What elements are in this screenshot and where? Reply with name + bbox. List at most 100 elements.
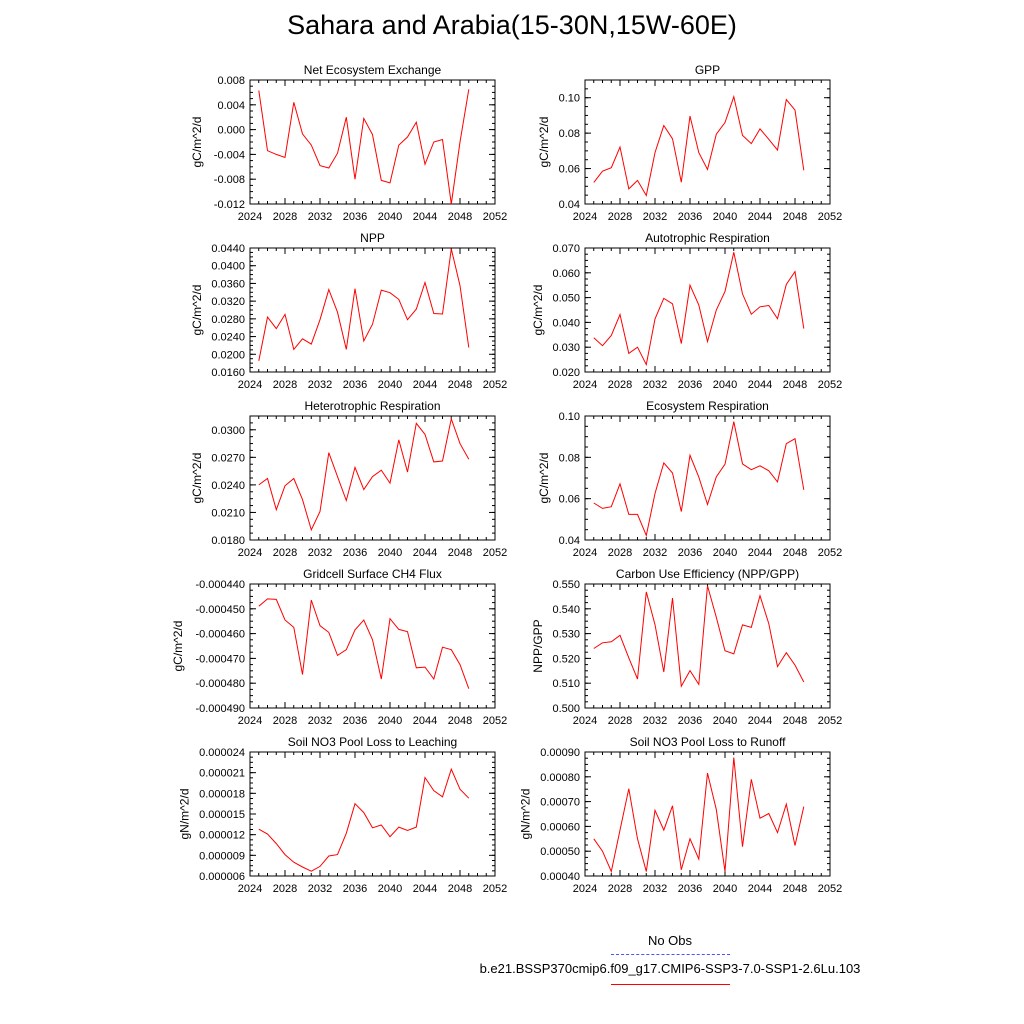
legend-run-label: b.e21.BSSP370cmip6.f09_g17.CMIP6-SSP3-7.… (479, 961, 861, 976)
x-tick-label: 2028 (608, 883, 632, 895)
panel-title: Carbon Use Efficiency (NPP/GPP) (616, 567, 799, 581)
y-tick-label: 0.0200 (211, 349, 245, 361)
y-tick-label: 0.000 (217, 125, 245, 137)
x-tick-label: 2024 (573, 211, 597, 223)
plot-frame (584, 247, 831, 373)
series-line (258, 89, 470, 205)
x-tick-label: 2048 (448, 379, 472, 391)
x-tick-label: 2044 (413, 715, 437, 727)
y-tick-label: -0.004 (214, 149, 245, 161)
y-tick-label: 0.0180 (211, 535, 245, 547)
y-tick-label: 0.0400 (211, 261, 245, 273)
x-tick-label: 2052 (818, 883, 842, 895)
y-tick-label: -0.008 (214, 174, 245, 186)
series-line (593, 94, 805, 197)
y-tick-label: 0.0440 (211, 243, 245, 255)
x-tick-label: 2044 (748, 715, 772, 727)
x-tick-label: 2052 (483, 715, 507, 727)
x-tick-label: 2032 (643, 547, 667, 559)
panel-title: NPP (360, 231, 385, 245)
x-tick-label: 2040 (378, 547, 402, 559)
y-tick-label: 0.530 (552, 629, 580, 641)
x-tick-label: 2024 (573, 715, 597, 727)
x-tick-label: 2032 (308, 379, 332, 391)
panel-2: GPP 2024 2028 2032 2036 2040 2044 2048 2052 0.04 0… (537, 63, 842, 223)
y-tick-label: -0.000450 (195, 604, 245, 616)
panel-9: Soil NO3 Pool Loss to Leaching 2024 2028 20… (177, 735, 507, 895)
y-tick-label: 0.060 (552, 268, 580, 280)
y-axis-label: gN/m^2/d (519, 789, 533, 840)
x-tick-label: 2048 (448, 211, 472, 223)
x-tick-label: 2040 (713, 547, 737, 559)
y-axis-label: gC/m^2/d (190, 117, 204, 168)
x-tick-label: 2044 (413, 547, 437, 559)
y-tick-label: 0.000009 (199, 850, 245, 862)
y-tick-label: 0.030 (552, 342, 580, 354)
x-tick-label: 2048 (783, 547, 807, 559)
x-tick-label: 2028 (608, 379, 632, 391)
x-tick-label: 2048 (783, 883, 807, 895)
x-tick-label: 2052 (818, 379, 842, 391)
y-tick-label: -0.012 (214, 199, 245, 211)
x-tick-label: 2048 (783, 211, 807, 223)
y-tick-label: 0.0320 (211, 296, 245, 308)
plot-frame (249, 79, 496, 205)
series-line (593, 421, 805, 538)
x-tick-label: 2040 (713, 379, 737, 391)
y-tick-label: 0.00080 (540, 772, 580, 784)
panel-title: Gridcell Surface CH4 Flux (303, 567, 442, 581)
x-tick-label: 2024 (573, 379, 597, 391)
legend-obs-swatch (611, 954, 730, 955)
x-tick-label: 2044 (413, 211, 437, 223)
y-tick-label: 0.04 (559, 535, 580, 547)
x-tick-label: 2024 (238, 715, 262, 727)
x-tick-label: 2032 (308, 715, 332, 727)
plot-frame (249, 751, 496, 877)
y-tick-label: 0.0240 (211, 332, 245, 344)
x-tick-label: 2048 (448, 547, 472, 559)
x-tick-label: 2052 (818, 211, 842, 223)
x-tick-label: 2028 (608, 211, 632, 223)
y-tick-label: 0.0300 (211, 425, 245, 437)
legend-obs-label: No Obs (647, 933, 693, 948)
x-tick-label: 2032 (643, 715, 667, 727)
panel-5: Heterotrophic Respiration 2024 2028 2032 203… (190, 399, 507, 559)
y-tick-label: -0.000460 (195, 629, 245, 641)
x-tick-label: 2052 (483, 883, 507, 895)
x-tick-label: 2028 (608, 715, 632, 727)
x-tick-label: 2036 (678, 211, 702, 223)
y-tick-label: 0.00090 (540, 747, 580, 759)
series-line (258, 598, 470, 689)
x-tick-label: 2040 (713, 211, 737, 223)
y-axis-label: gC/m^2/d (171, 621, 185, 672)
x-tick-label: 2040 (713, 715, 737, 727)
y-tick-label: 0.08 (559, 128, 580, 140)
panel-title: Soil NO3 Pool Loss to Runoff (630, 735, 787, 749)
y-tick-label: 0.500 (552, 703, 580, 715)
x-tick-label: 2052 (818, 547, 842, 559)
x-tick-label: 2024 (238, 883, 262, 895)
y-tick-label: 0.00070 (540, 797, 580, 809)
y-axis-label: NPP/GPP (531, 619, 545, 672)
x-tick-label: 2052 (483, 211, 507, 223)
y-tick-label: 0.0270 (211, 452, 245, 464)
x-tick-label: 2028 (273, 379, 297, 391)
y-tick-label: 0.020 (552, 367, 580, 379)
panel-8: Carbon Use Efficiency (NPP/GPP) 2024 2028 2… (531, 567, 842, 727)
y-tick-label: 0.08 (559, 452, 580, 464)
y-axis-label: gC/m^2/d (537, 117, 551, 168)
x-tick-label: 2036 (343, 547, 367, 559)
y-tick-label: 0.070 (552, 243, 580, 255)
x-tick-label: 2048 (448, 715, 472, 727)
y-tick-label: 0.0240 (211, 480, 245, 492)
panel-6: Ecosystem Respiration 2024 2028 2032 2036 204… (537, 399, 842, 559)
plot-frame (584, 583, 831, 709)
x-tick-label: 2024 (238, 547, 262, 559)
x-tick-label: 2036 (343, 883, 367, 895)
x-tick-label: 2024 (573, 547, 597, 559)
y-tick-label: -0.000440 (195, 579, 245, 591)
x-tick-label: 2028 (273, 883, 297, 895)
panel-title: Autotrophic Respiration (645, 231, 770, 245)
plot-frame (584, 751, 831, 877)
y-tick-label: 0.040 (552, 317, 580, 329)
